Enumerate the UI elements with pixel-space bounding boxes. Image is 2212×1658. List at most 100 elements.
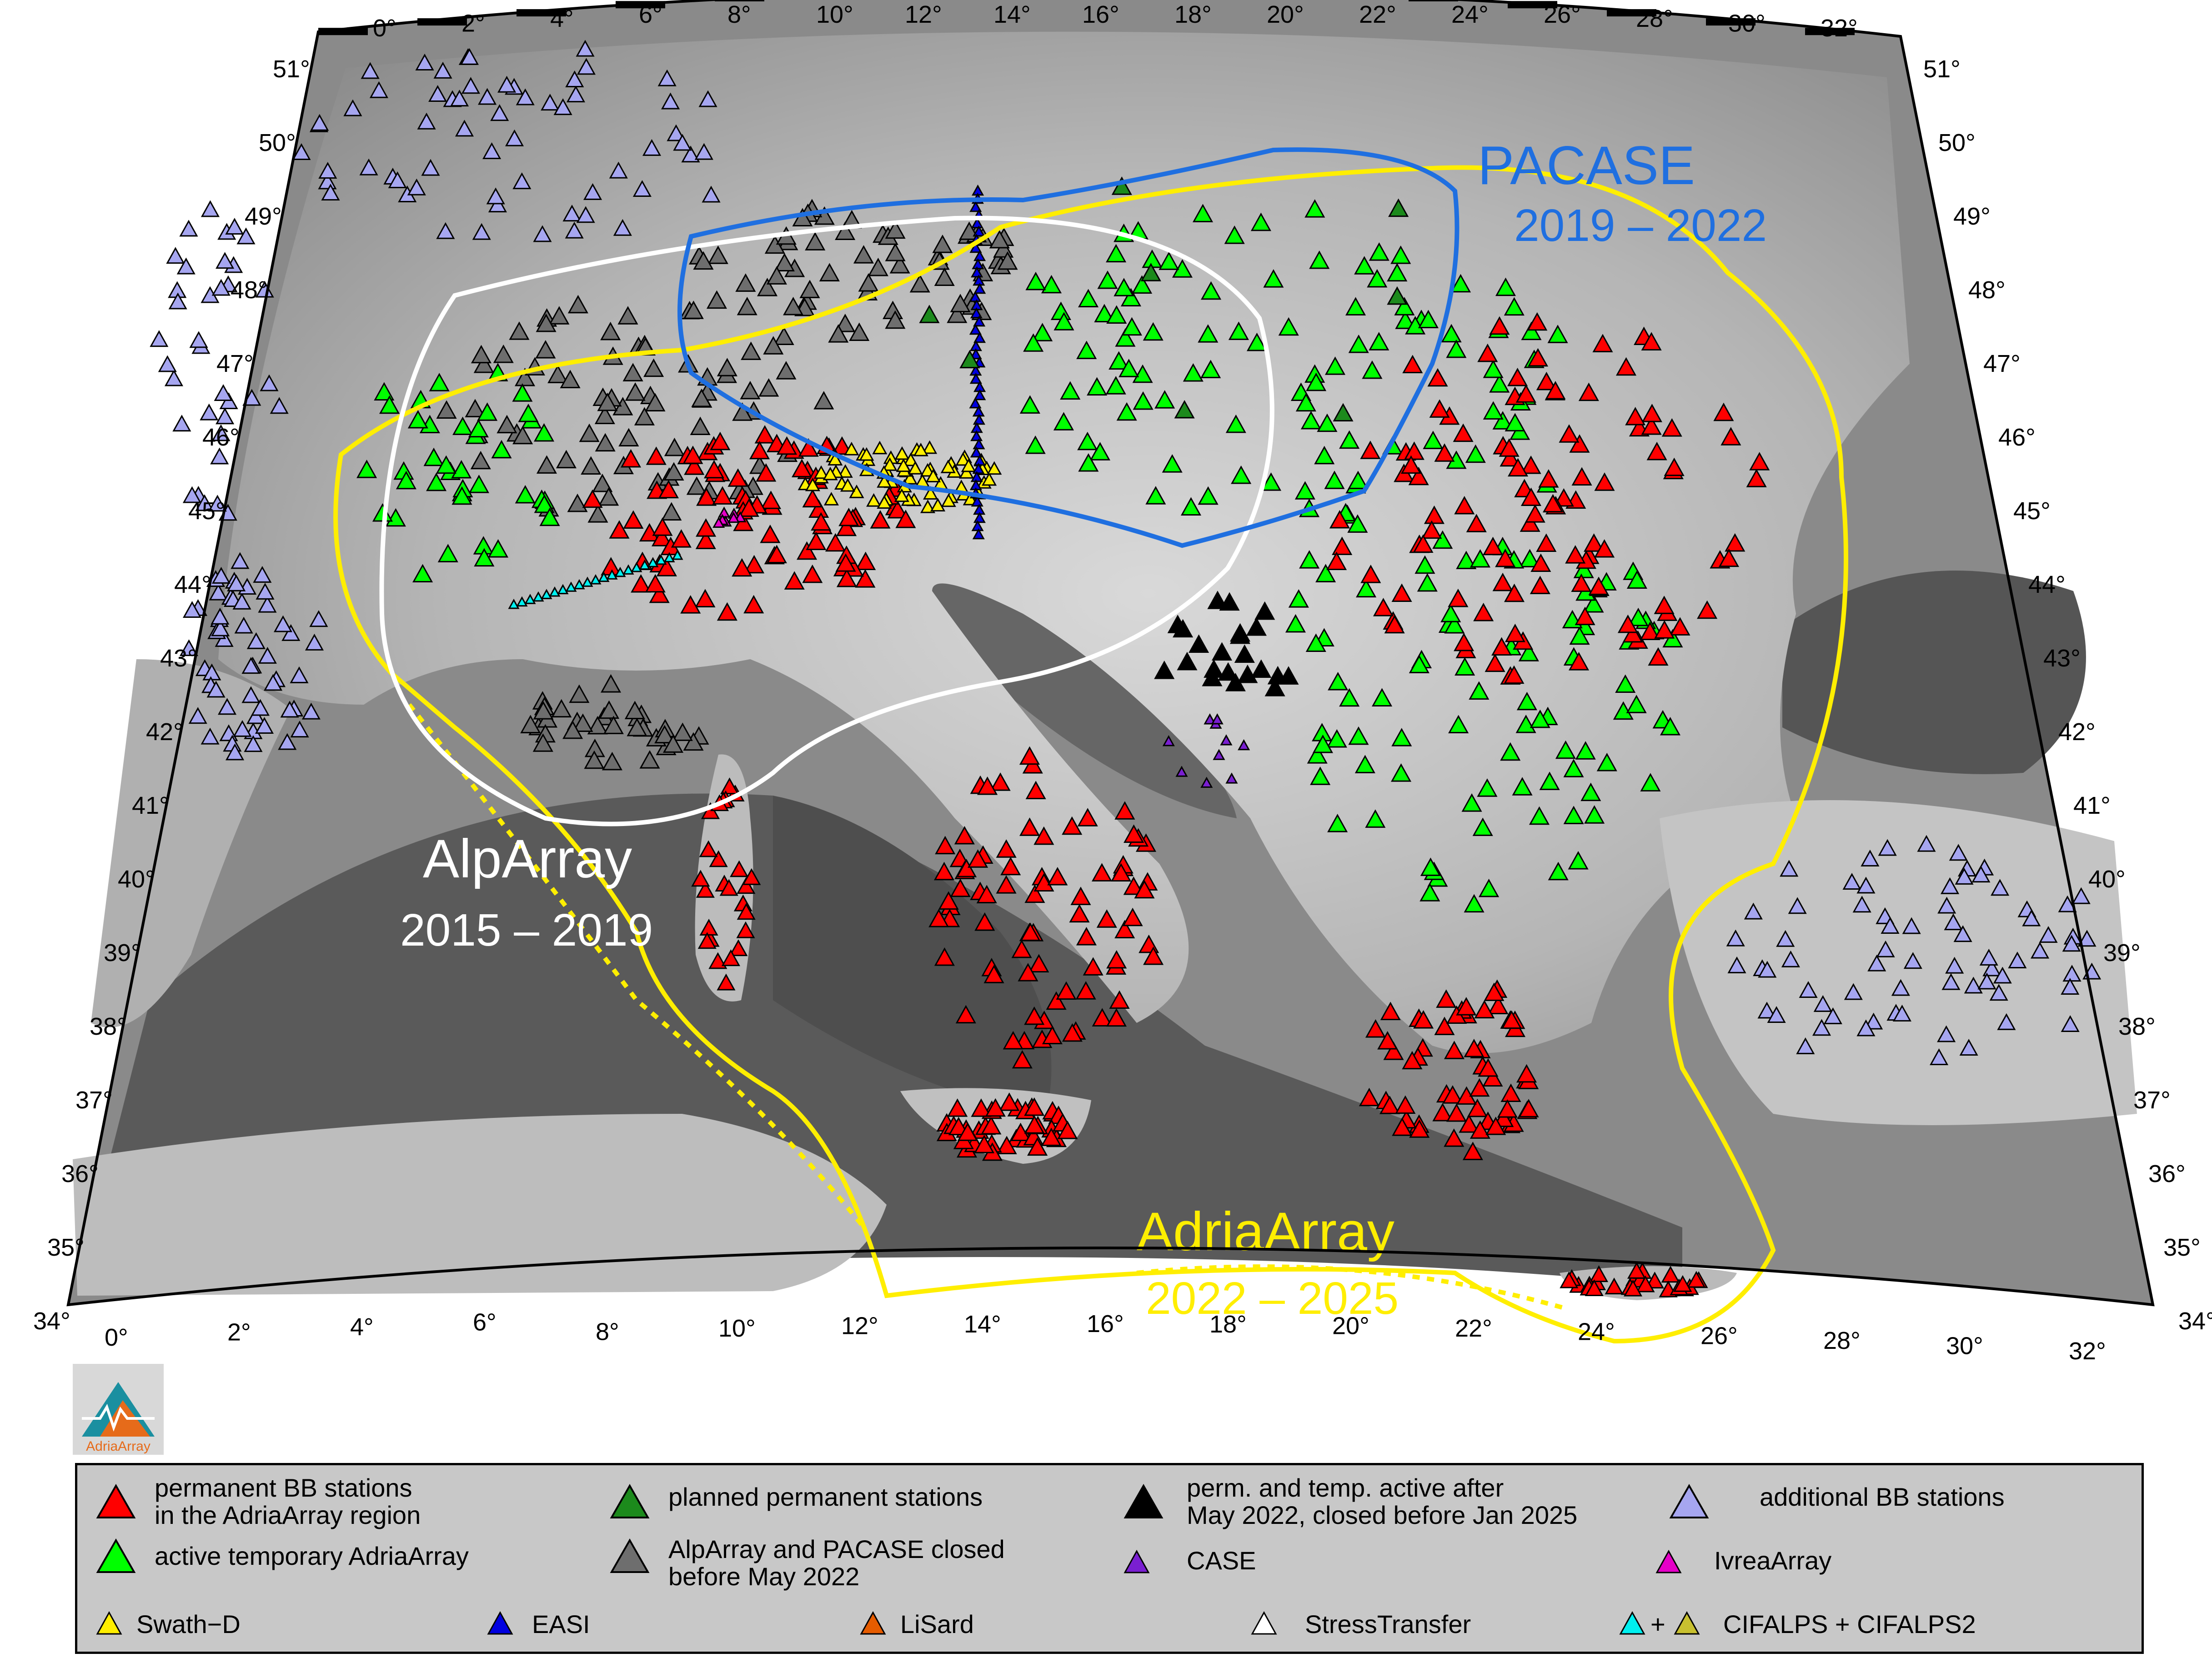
station-marker (1466, 514, 1487, 532)
adriaarray-outline-dashed (407, 703, 1570, 1312)
station-marker (598, 571, 610, 582)
station-marker (1379, 1096, 1400, 1114)
legend-lisard-symbol (860, 1611, 886, 1635)
station-marker (971, 1098, 992, 1117)
station-marker (885, 243, 906, 261)
station-marker (1106, 305, 1127, 324)
station-marker (508, 598, 520, 609)
station-marker (1592, 334, 1613, 352)
station-marker (450, 90, 469, 107)
station-marker (1563, 806, 1584, 824)
station-marker (885, 220, 906, 239)
station-marker (632, 180, 652, 197)
station-marker (536, 313, 557, 332)
station-marker (1484, 982, 1505, 1001)
station-marker (1470, 1120, 1490, 1139)
station-marker (1225, 414, 1246, 433)
station-marker (407, 178, 426, 195)
station-marker (858, 273, 879, 292)
station-marker (1408, 466, 1429, 486)
station-marker (732, 558, 752, 577)
station-marker (896, 458, 911, 472)
station-marker (836, 568, 857, 587)
station-marker (1571, 467, 1592, 486)
station-marker (1575, 606, 1595, 626)
station-marker (1991, 879, 2010, 896)
station-marker (1384, 615, 1405, 634)
station-marker (1238, 739, 1250, 751)
station-marker (684, 456, 705, 475)
station-marker (1011, 939, 1032, 958)
station-marker (1402, 355, 1423, 374)
station-marker (1225, 672, 1246, 691)
station-marker (1641, 332, 1662, 351)
station-marker (955, 452, 971, 466)
station-marker (582, 576, 593, 587)
station-marker (565, 221, 584, 239)
station-marker (590, 574, 602, 585)
station-marker (1493, 1108, 1514, 1127)
station-marker (1207, 591, 1228, 609)
station-marker (1395, 1095, 1416, 1114)
station-marker (1025, 271, 1046, 291)
station-marker (1588, 576, 1609, 595)
station-marker (1538, 469, 1559, 488)
station-marker (682, 446, 703, 464)
station-marker (1304, 199, 1325, 218)
station-marker (514, 367, 536, 386)
station-marker (374, 382, 395, 401)
station-marker (1083, 957, 1103, 976)
lat-tick-right: 43° (2043, 645, 2081, 672)
station-marker (620, 449, 642, 468)
station-marker (436, 222, 455, 239)
station-marker (1654, 620, 1675, 639)
station-marker (1507, 367, 1528, 386)
station-marker (1459, 1114, 1480, 1133)
lon-tick-bottom: 30° (1946, 1332, 1983, 1359)
station-marker (627, 717, 647, 736)
station-marker (1106, 244, 1127, 263)
station-marker (974, 912, 995, 931)
station-marker (1299, 550, 1320, 569)
station-marker (971, 266, 983, 278)
station-marker (189, 331, 208, 348)
station-marker (1145, 486, 1166, 505)
station-marker (1891, 979, 1910, 996)
station-marker (1446, 1103, 1467, 1122)
station-marker (600, 321, 621, 341)
station-marker (218, 698, 237, 715)
station-marker (706, 290, 727, 309)
station-marker (1409, 655, 1430, 673)
station-marker (763, 336, 784, 355)
station-marker (2008, 952, 2027, 969)
station-marker (957, 1122, 978, 1141)
station-marker (560, 370, 581, 388)
station-marker (471, 345, 492, 364)
station-marker (579, 423, 600, 442)
station-marker (1726, 929, 1745, 947)
adriaarray-logo: AdriaArray (73, 1364, 164, 1455)
station-marker (551, 699, 572, 718)
station-marker (940, 459, 956, 473)
station-marker (855, 569, 876, 588)
lat-tick-right: 41° (2073, 792, 2111, 819)
station-marker (1964, 977, 1983, 994)
station-marker (973, 511, 986, 523)
station-marker (1491, 637, 1512, 656)
station-marker (1584, 805, 1605, 824)
station-marker (598, 487, 619, 506)
station-marker (1041, 275, 1062, 294)
station-marker (1362, 360, 1383, 379)
station-marker (1023, 333, 1044, 352)
lon-tick-bottom: 16° (1087, 1310, 1124, 1337)
station-marker (1041, 1127, 1062, 1146)
legend-stresstransfer-symbol (1251, 1611, 1277, 1635)
station-marker (766, 545, 787, 563)
station-marker (2077, 930, 2097, 947)
station-marker (1018, 963, 1038, 982)
station-marker (201, 200, 220, 217)
station-marker (183, 601, 202, 618)
station-marker (642, 139, 662, 156)
station-marker (970, 430, 983, 441)
station-marker (757, 278, 778, 296)
